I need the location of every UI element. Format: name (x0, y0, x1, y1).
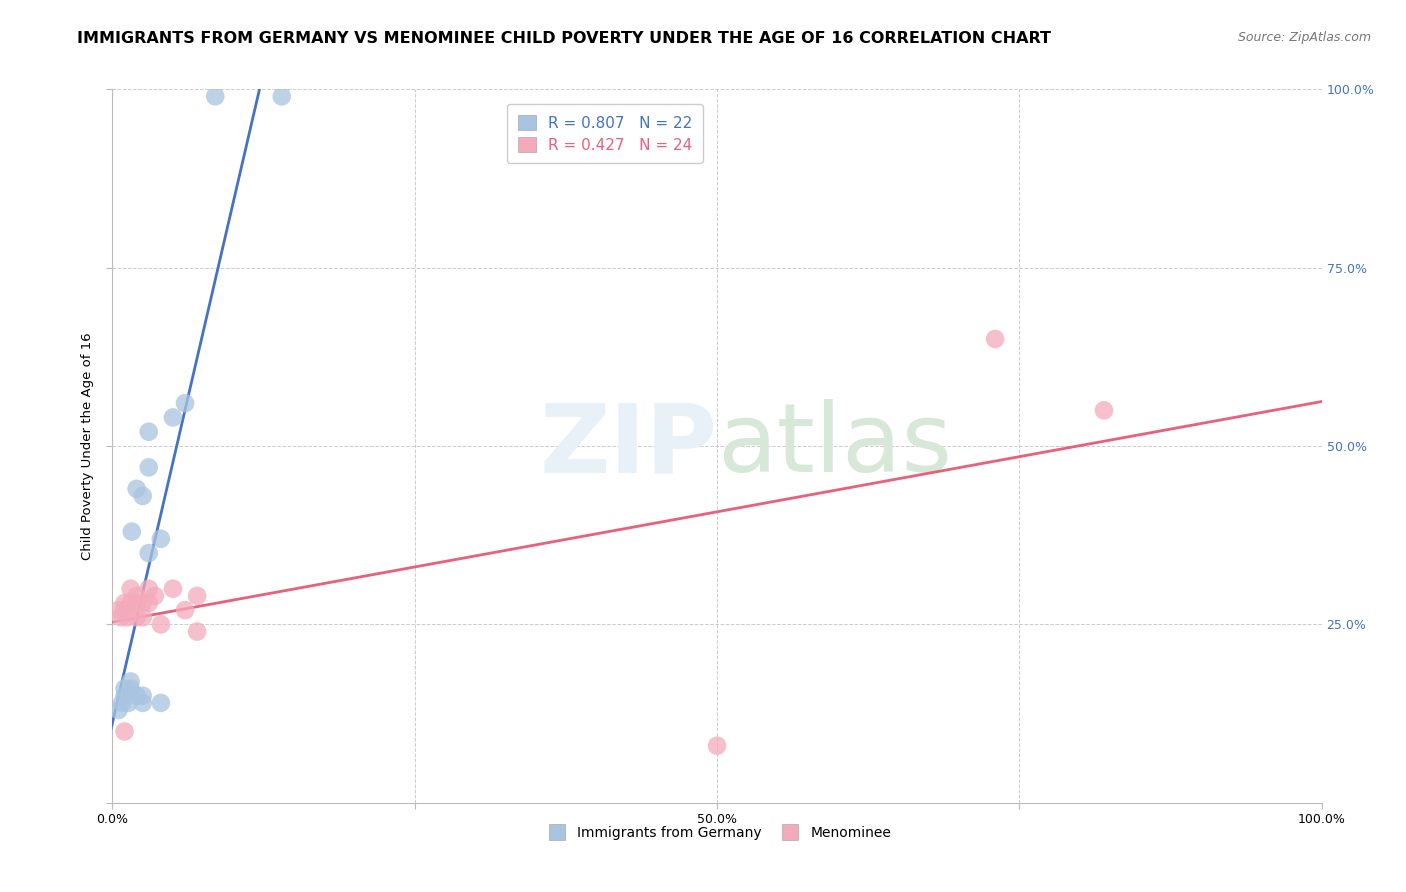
Point (149, 617, 172, 632)
Point (132, 489, 155, 503)
Point (270, 89, 292, 103)
Point (143, 589, 166, 603)
Y-axis label: Child Poverty Under the Age of 16: Child Poverty Under the Age of 16 (80, 332, 94, 560)
Point (138, 425, 160, 439)
Point (174, 603, 197, 617)
Point (110, 610, 132, 624)
Point (138, 460, 160, 475)
Point (149, 532, 172, 546)
Point (132, 610, 155, 624)
Point (114, 689, 136, 703)
Point (125, 610, 148, 624)
Point (132, 696, 155, 710)
Point (107, 703, 129, 717)
Point (138, 596, 160, 610)
Point (125, 482, 148, 496)
Point (138, 546, 160, 560)
Point (107, 603, 129, 617)
Text: ZIP: ZIP (538, 400, 717, 492)
Point (117, 696, 139, 710)
Point (125, 596, 148, 610)
Point (706, 739, 728, 753)
Point (125, 589, 148, 603)
Point (186, 624, 208, 639)
Point (120, 674, 142, 689)
Point (186, 589, 208, 603)
Point (111, 696, 134, 710)
Point (132, 689, 155, 703)
Point (149, 696, 172, 710)
Point (984, 332, 1007, 346)
Text: atlas: atlas (717, 400, 952, 492)
Point (120, 681, 142, 696)
Point (115, 610, 138, 624)
Point (138, 582, 160, 596)
Point (132, 596, 155, 610)
Text: IMMIGRANTS FROM GERMANY VS MENOMINEE CHILD POVERTY UNDER THE AGE OF 16 CORRELATI: IMMIGRANTS FROM GERMANY VS MENOMINEE CHI… (77, 31, 1052, 46)
Point (125, 689, 148, 703)
Point (114, 603, 136, 617)
Point (121, 524, 143, 539)
Point (204, 89, 226, 103)
Point (174, 396, 197, 410)
Point (114, 596, 136, 610)
Point (120, 582, 142, 596)
Point (162, 582, 184, 596)
Point (114, 724, 136, 739)
Point (162, 410, 184, 425)
Legend: Immigrants from Germany, Menominee: Immigrants from Germany, Menominee (537, 821, 897, 846)
Point (1092, 403, 1115, 417)
Point (120, 596, 142, 610)
Text: Source: ZipAtlas.com: Source: ZipAtlas.com (1237, 31, 1371, 45)
Point (114, 681, 136, 696)
